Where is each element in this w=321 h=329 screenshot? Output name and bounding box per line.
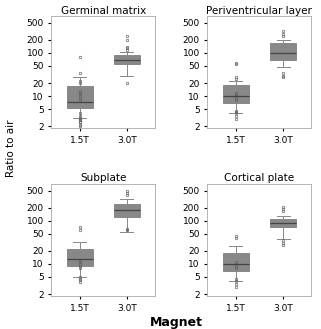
PathPatch shape	[223, 253, 249, 271]
Title: Cortical plate: Cortical plate	[224, 173, 294, 184]
PathPatch shape	[67, 86, 93, 109]
PathPatch shape	[114, 204, 140, 217]
PathPatch shape	[223, 85, 249, 103]
Title: Periventricular layer: Periventricular layer	[206, 6, 312, 16]
PathPatch shape	[67, 249, 93, 266]
Title: Subplate: Subplate	[80, 173, 126, 184]
PathPatch shape	[270, 219, 296, 227]
Text: Magnet: Magnet	[150, 316, 203, 329]
Text: Ratio to air: Ratio to air	[6, 119, 16, 177]
Title: Germinal matrix: Germinal matrix	[61, 6, 146, 16]
PathPatch shape	[114, 55, 140, 64]
PathPatch shape	[270, 43, 296, 60]
